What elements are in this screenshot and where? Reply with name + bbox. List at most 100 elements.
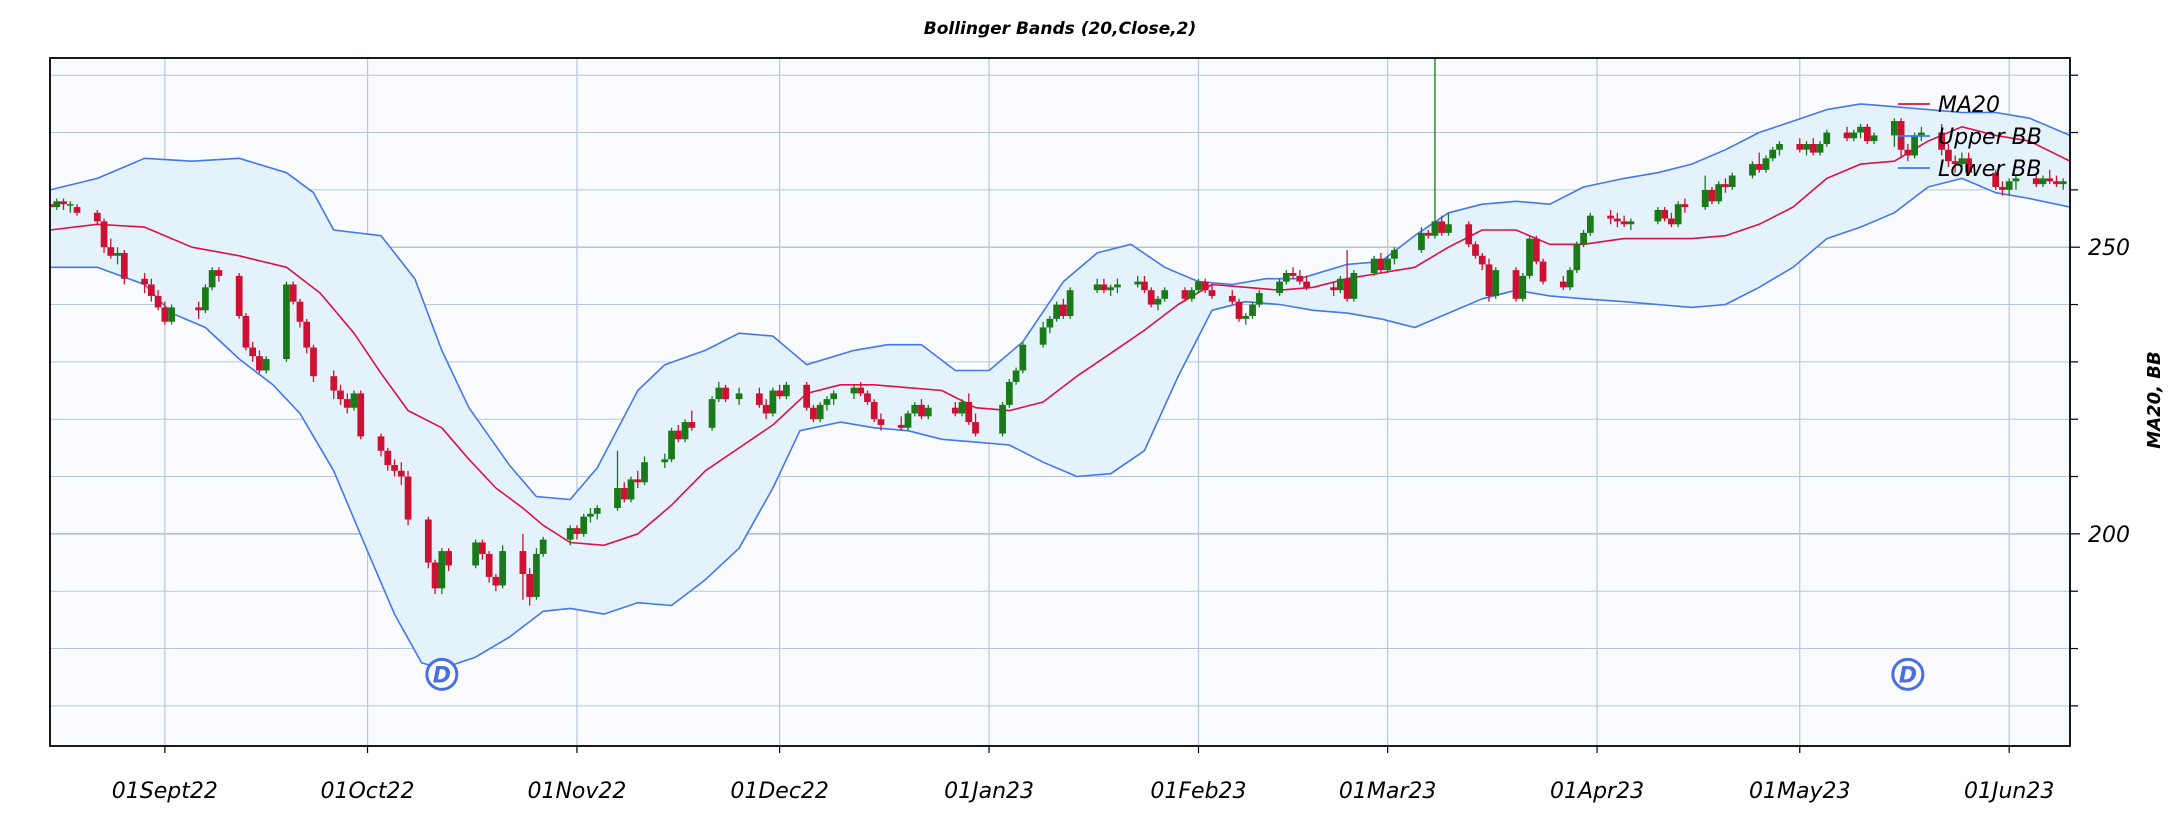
candle	[1857, 123, 1864, 139]
candle-body	[296, 301, 304, 322]
candle	[1951, 155, 1959, 173]
candle	[1958, 152, 1966, 170]
candle	[147, 278, 155, 302]
candle-body	[1958, 158, 1966, 165]
plot-data	[50, 58, 2070, 670]
candle	[1890, 118, 1898, 147]
candle-body	[1722, 184, 1729, 187]
candle	[911, 402, 919, 417]
candle	[1100, 278, 1108, 294]
candle-body	[1749, 164, 1756, 176]
candle-body	[1762, 158, 1770, 170]
candle-body	[1114, 284, 1121, 288]
candle	[1809, 138, 1817, 156]
candle-body	[1816, 144, 1824, 153]
candle	[283, 281, 290, 362]
candle-body	[445, 551, 452, 566]
candle-body	[397, 470, 405, 477]
candle	[1674, 201, 1682, 228]
candle-body	[114, 252, 121, 256]
candle-body	[1728, 175, 1736, 187]
candle	[1445, 212, 1452, 236]
candle-body	[661, 459, 669, 463]
candle-body	[803, 384, 811, 408]
candle	[397, 462, 405, 486]
candle-body	[2059, 181, 2067, 185]
candle	[391, 459, 398, 477]
candle-body	[1654, 209, 1662, 222]
candle-body	[857, 387, 865, 394]
candle-body	[762, 404, 770, 414]
candle	[310, 344, 317, 382]
candle-body	[850, 387, 858, 394]
candle	[864, 390, 871, 405]
candle	[897, 416, 905, 431]
candle-body	[404, 476, 412, 520]
legend-label: Upper BB	[1938, 125, 2042, 150]
candle	[2046, 169, 2054, 185]
candle-body	[1431, 221, 1439, 236]
candle-body	[1951, 161, 1959, 165]
candle-body	[722, 387, 729, 400]
plot-frame	[49, 57, 2071, 747]
candle-body	[1235, 301, 1243, 319]
candle-body	[1715, 184, 1723, 202]
candle-body	[1863, 126, 1871, 142]
candle	[924, 404, 932, 420]
candle-body	[384, 450, 392, 466]
candle-body	[911, 404, 919, 414]
candle-body	[1809, 144, 1817, 153]
x-tick-label: 01Jun23	[1964, 779, 2054, 804]
candle	[1046, 316, 1054, 334]
candle-body	[1512, 270, 1520, 299]
candle-body	[1532, 238, 1540, 262]
candle-body	[958, 402, 966, 414]
candle	[445, 548, 452, 572]
candle	[1228, 290, 1236, 305]
candle	[1850, 129, 1858, 142]
candle	[904, 410, 912, 431]
candle-body	[1100, 284, 1108, 291]
candle	[2012, 175, 2020, 190]
candle	[1343, 250, 1351, 302]
candle-body	[1573, 244, 1581, 271]
candle-body	[1370, 258, 1378, 273]
x-tick-label: 01Dec22	[730, 779, 829, 804]
candle	[256, 350, 263, 374]
candle	[1012, 367, 1020, 385]
x-tick-label: 01Nov22	[527, 779, 626, 804]
candle	[168, 304, 175, 325]
candle	[580, 513, 588, 537]
candle	[93, 209, 101, 225]
candle	[1195, 278, 1202, 294]
candle	[587, 508, 594, 523]
candle	[823, 396, 831, 411]
candle-body	[1336, 278, 1344, 291]
candle	[60, 198, 67, 210]
candle	[1424, 230, 1432, 239]
x-tick-label: 01Jan23	[944, 779, 1034, 804]
candle	[661, 453, 669, 468]
candle-body	[924, 407, 932, 417]
candle	[614, 450, 621, 511]
candle	[1289, 267, 1297, 279]
candle-body	[2005, 181, 2013, 190]
candle	[154, 290, 162, 311]
candle	[1627, 218, 1635, 230]
candle	[1722, 178, 1729, 193]
candle-body	[1904, 149, 1912, 156]
candle-body	[100, 221, 108, 248]
candle-body	[215, 270, 223, 276]
candle	[120, 250, 128, 285]
candle	[289, 281, 297, 305]
candle	[249, 341, 257, 362]
candle-body	[168, 307, 175, 322]
candle-body	[1181, 290, 1189, 299]
lower-bb-line	[50, 177, 2070, 670]
candle	[296, 298, 304, 328]
candle	[735, 387, 743, 405]
candle-body	[1945, 149, 1952, 162]
candle-body	[1857, 126, 1864, 133]
candle-body	[1755, 164, 1763, 170]
